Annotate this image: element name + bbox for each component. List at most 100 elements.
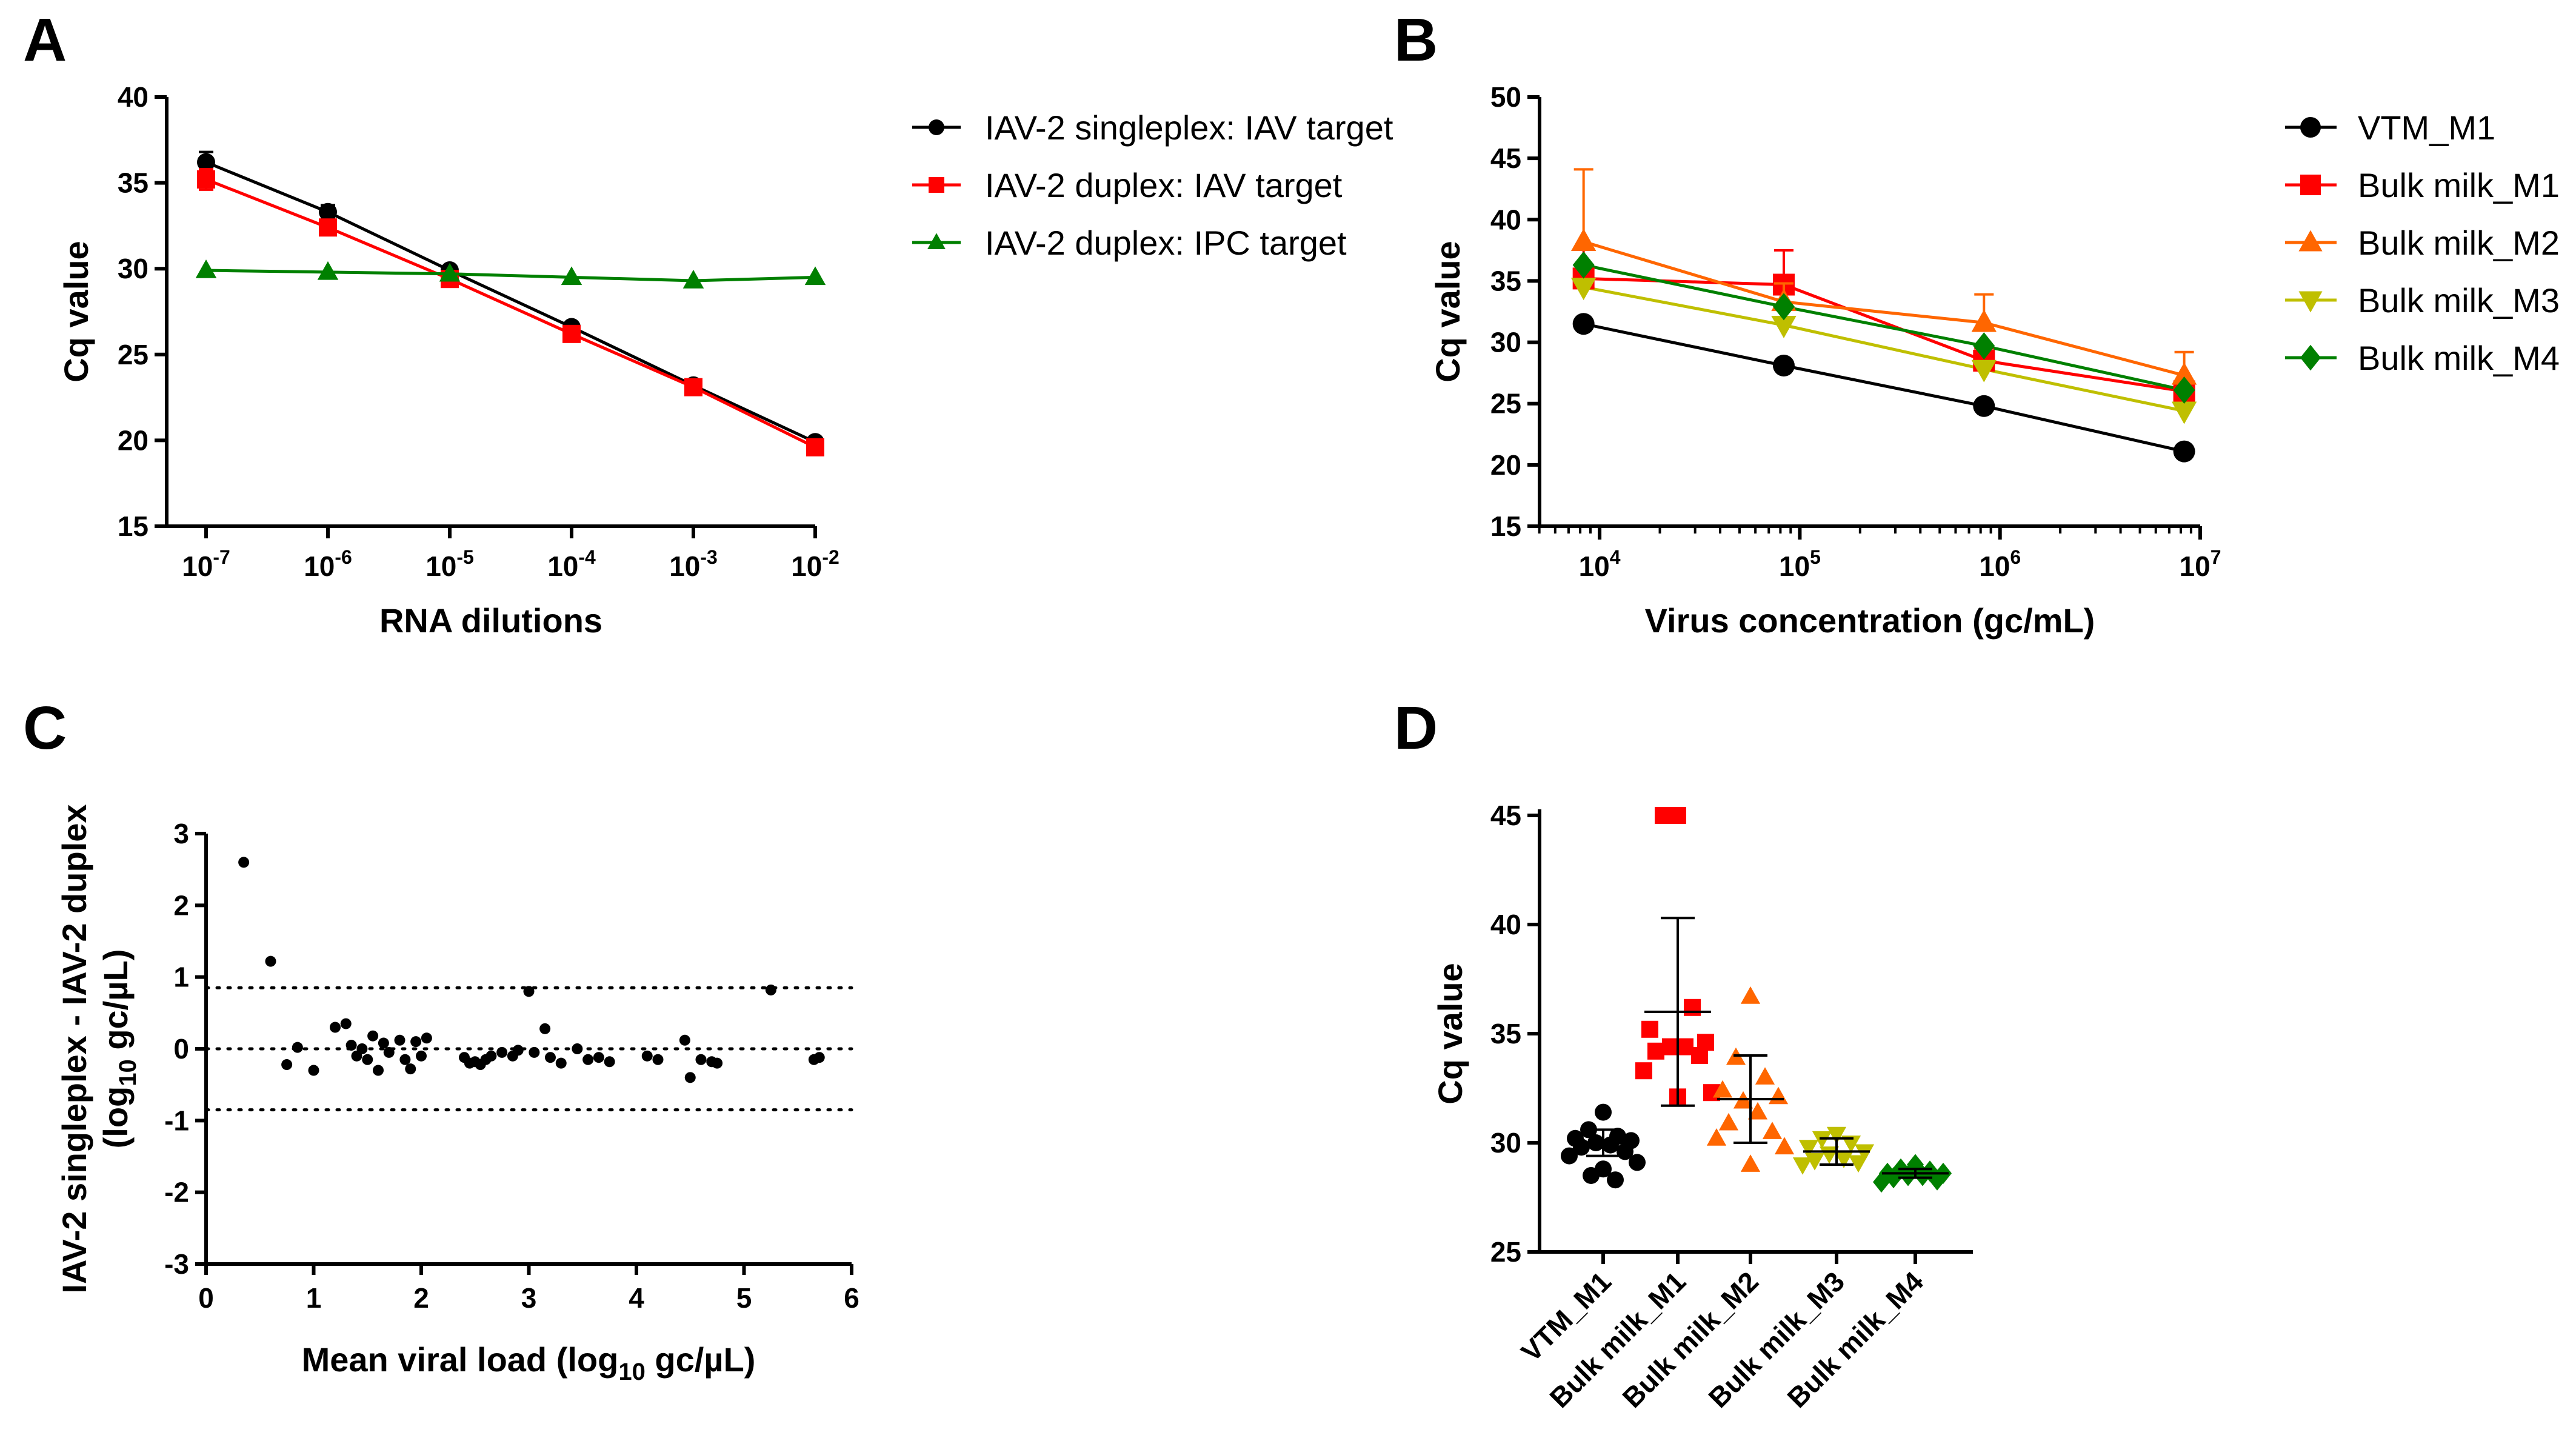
x-tick-label: 10-3 xyxy=(669,546,718,582)
data-point xyxy=(1561,1147,1578,1165)
x-tick-label-base: 10 xyxy=(1979,550,2010,582)
data-point xyxy=(1572,251,1595,279)
x-tick-label: 6 xyxy=(844,1282,859,1314)
data-point xyxy=(512,1045,524,1056)
series-line xyxy=(205,178,816,449)
data-point xyxy=(496,1046,508,1058)
y-tick-label: 40 xyxy=(118,81,148,113)
data-point xyxy=(373,1065,384,1076)
data-point xyxy=(1740,1154,1761,1172)
data-point xyxy=(679,1034,690,1046)
x-tick-label-exponent: -5 xyxy=(456,546,473,568)
data-point xyxy=(652,1054,664,1065)
data-point xyxy=(561,266,582,286)
y-tick-label: 40 xyxy=(1490,204,1521,235)
data-point xyxy=(1772,293,1795,321)
data-point xyxy=(378,1037,389,1049)
data-point xyxy=(555,1057,567,1069)
legend-marker xyxy=(927,233,946,250)
x-tick-label: 104 xyxy=(1579,546,1621,582)
data-point xyxy=(804,266,826,286)
legend-marker xyxy=(2300,344,2321,371)
y-axis-title-part: 10 xyxy=(115,1059,141,1086)
y-tick-label: 30 xyxy=(118,253,148,284)
data-point xyxy=(712,1057,723,1069)
data-point xyxy=(1602,1136,1619,1154)
x-tick-label: Bulk milk_M4 xyxy=(1781,1265,1929,1414)
data-point xyxy=(367,1030,379,1042)
x-tick-label: 10-6 xyxy=(304,546,352,582)
data-point xyxy=(197,153,215,172)
y-tick-label: 20 xyxy=(118,424,148,456)
series-line xyxy=(1583,263,2185,392)
x-tick-label: 10-5 xyxy=(425,546,474,582)
y-tick-label: 35 xyxy=(1490,1018,1521,1049)
x-tick-label-exponent: -3 xyxy=(700,546,717,568)
data-point xyxy=(1929,1169,1946,1191)
x-tick-label-exponent: -4 xyxy=(578,546,596,568)
data-point xyxy=(1607,1171,1624,1189)
series-line xyxy=(1583,322,2185,453)
x-tick-label-exponent: 4 xyxy=(1610,546,1621,568)
data-point xyxy=(421,1032,432,1044)
data-point xyxy=(439,263,461,282)
data-point xyxy=(1747,1102,1768,1120)
data-point xyxy=(1771,315,1797,338)
data-point xyxy=(1572,313,1595,335)
data-point xyxy=(1798,1140,1819,1157)
y-tick-label: 3 xyxy=(173,818,189,849)
y-tick-label: -2 xyxy=(164,1177,189,1208)
data-point xyxy=(197,170,215,189)
data-point xyxy=(362,1054,373,1065)
data-point xyxy=(1755,1067,1775,1085)
x-axis-title-part: Mean viral load (log xyxy=(302,1340,619,1379)
x-axis-title-part: 10 xyxy=(618,1359,646,1385)
legend-label: Bulk milk_M3 xyxy=(2358,281,2560,319)
data-point xyxy=(1812,1131,1832,1149)
y-tick-label: 0 xyxy=(173,1033,189,1065)
panel-letter-c: C xyxy=(23,694,67,762)
legend-label: IAV-2 duplex: IPC target xyxy=(985,224,1347,262)
x-tick-label-base: 10 xyxy=(547,550,578,582)
data-point xyxy=(308,1065,319,1076)
y-tick-label: 40 xyxy=(1490,909,1521,940)
data-point xyxy=(1740,986,1761,1004)
y-axis-title-line2: (log10 gc/µL) xyxy=(96,949,141,1149)
data-point xyxy=(319,202,337,221)
data-point xyxy=(345,1040,357,1051)
legend-marker xyxy=(929,177,944,193)
data-point xyxy=(1583,1167,1600,1184)
data-point xyxy=(1973,332,1995,360)
x-tick-label-exponent: 5 xyxy=(1810,546,1821,568)
y-axis-title: Cq value xyxy=(57,241,95,382)
data-point xyxy=(806,438,824,457)
data-point xyxy=(1595,1103,1612,1121)
panel-letter-d: D xyxy=(1394,694,1438,762)
data-point xyxy=(1684,998,1701,1016)
x-tick-label-base: 10 xyxy=(1779,550,1810,582)
data-point xyxy=(1834,1151,1854,1168)
data-point xyxy=(410,1036,422,1048)
data-point xyxy=(1854,1144,1875,1162)
data-point xyxy=(399,1054,411,1065)
data-point xyxy=(1629,1154,1646,1171)
legend-label: VTM_M1 xyxy=(2358,109,2495,147)
data-point xyxy=(1971,309,1997,332)
data-point xyxy=(405,1063,416,1075)
data-point xyxy=(582,1054,594,1065)
data-point xyxy=(1691,1047,1708,1064)
data-point xyxy=(1647,1042,1664,1060)
data-point xyxy=(1973,395,1995,417)
data-point xyxy=(1718,1112,1739,1131)
data-point xyxy=(1617,1143,1633,1160)
x-tick-label-base: 10 xyxy=(425,550,456,582)
data-point xyxy=(1570,229,1597,251)
legend-marker xyxy=(2298,291,2323,313)
panel-letter-a: A xyxy=(23,6,67,74)
legend-marker xyxy=(929,119,944,135)
y-axis-title: Cq value xyxy=(1429,241,1467,382)
x-tick-label: 10-4 xyxy=(547,546,596,582)
